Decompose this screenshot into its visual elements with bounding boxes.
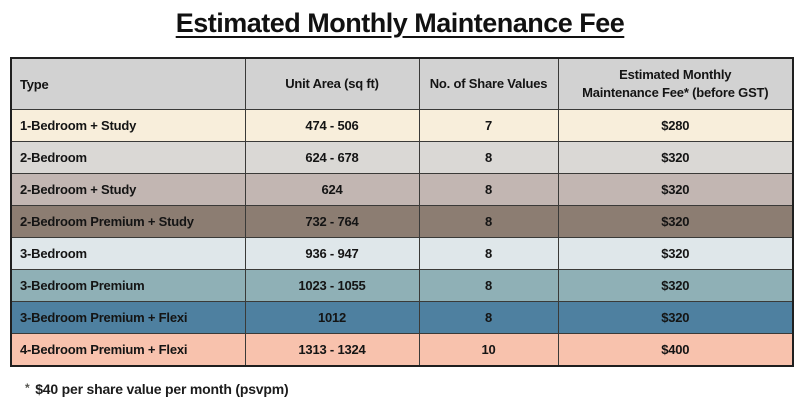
page-title: Estimated Monthly Maintenance Fee: [175, 8, 625, 38]
cell-type: 2-Bedroom + Study: [10, 173, 246, 206]
footnote-text: $40 per share value per month (psvpm): [35, 381, 289, 397]
column-header-fee-line2: Maintenance Fee* (before GST): [582, 85, 769, 100]
cell-fee: $280: [557, 109, 794, 142]
cell-share-values: 8: [418, 205, 559, 238]
maintenance-fee-table: Type Unit Area (sq ft) No. of Share Valu…: [10, 57, 794, 367]
cell-fee: $320: [557, 301, 794, 334]
cell-unit-area: 1023 - 1055: [244, 269, 420, 302]
column-header-share-values: No. of Share Values: [418, 57, 559, 110]
table-row: 3-Bedroom Premium + Flexi 1012 8 $320: [10, 301, 794, 334]
column-header-unit-area: Unit Area (sq ft): [244, 57, 420, 110]
cell-fee: $320: [557, 269, 794, 302]
cell-unit-area: 474 - 506: [244, 109, 420, 142]
cell-unit-area: 732 - 764: [244, 205, 420, 238]
cell-type: 4-Bedroom Premium + Flexi: [10, 333, 246, 367]
cell-share-values: 8: [418, 141, 559, 174]
cell-fee: $320: [557, 237, 794, 270]
cell-fee: $320: [557, 205, 794, 238]
cell-fee: $320: [557, 173, 794, 206]
cell-type: 1-Bedroom + Study: [10, 109, 246, 142]
column-header-fee: Estimated Monthly Maintenance Fee* (befo…: [557, 57, 794, 110]
table-row: 3-Bedroom Premium 1023 - 1055 8 $320: [10, 269, 794, 302]
cell-type: 3-Bedroom: [10, 237, 246, 270]
cell-unit-area: 1313 - 1324: [244, 333, 420, 367]
cell-fee: $400: [557, 333, 794, 367]
table-row: 4-Bedroom Premium + Flexi 1313 - 1324 10…: [10, 333, 794, 367]
table-row: 2-Bedroom Premium + Study 732 - 764 8 $3…: [10, 205, 794, 238]
cell-type: 2-Bedroom: [10, 141, 246, 174]
cell-unit-area: 1012: [244, 301, 420, 334]
column-header-fee-line1: Estimated Monthly: [619, 67, 732, 83]
cell-type: 3-Bedroom Premium: [10, 269, 246, 302]
table-row: 3-Bedroom 936 - 947 8 $320: [10, 237, 794, 270]
footnote-asterisk: *: [25, 381, 30, 395]
cell-unit-area: 936 - 947: [244, 237, 420, 270]
cell-share-values: 8: [418, 269, 559, 302]
table-header-row: Type Unit Area (sq ft) No. of Share Valu…: [10, 57, 794, 110]
page: Estimated Monthly Maintenance Fee Type U…: [0, 8, 800, 413]
cell-share-values: 10: [418, 333, 559, 367]
cell-share-values: 8: [418, 173, 559, 206]
cell-share-values: 8: [418, 301, 559, 334]
column-header-type: Type: [10, 57, 246, 110]
table-row: 1-Bedroom + Study 474 - 506 7 $280: [10, 109, 794, 142]
cell-unit-area: 624: [244, 173, 420, 206]
table-row: 2-Bedroom + Study 624 8 $320: [10, 173, 794, 206]
table-row: 2-Bedroom 624 - 678 8 $320: [10, 141, 794, 174]
footnote: * $40 per share value per month (psvpm): [25, 381, 800, 397]
cell-fee: $320: [557, 141, 794, 174]
cell-type: 3-Bedroom Premium + Flexi: [10, 301, 246, 334]
cell-share-values: 8: [418, 237, 559, 270]
cell-unit-area: 624 - 678: [244, 141, 420, 174]
cell-share-values: 7: [418, 109, 559, 142]
cell-type: 2-Bedroom Premium + Study: [10, 205, 246, 238]
